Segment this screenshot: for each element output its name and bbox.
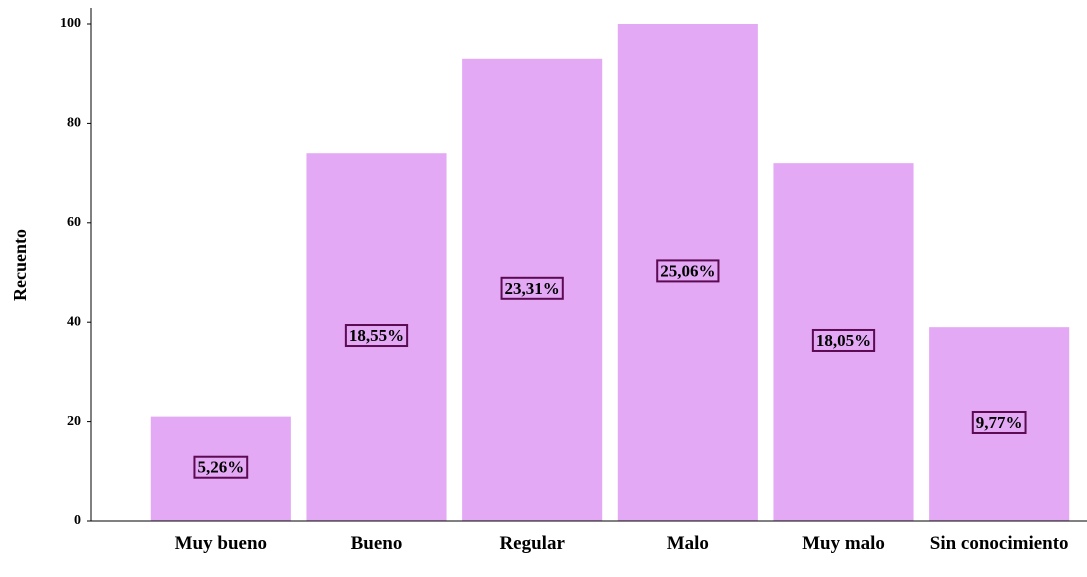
x-tick-label: Sin conocimiento — [929, 533, 1069, 554]
y-tick-label: 100 — [60, 16, 81, 31]
x-tick-label: Muy bueno — [174, 533, 268, 554]
x-tick-label: Bueno — [350, 533, 403, 554]
bar — [617, 24, 758, 521]
bar — [773, 163, 914, 521]
bar — [306, 153, 447, 521]
y-tick-label: 60 — [67, 215, 81, 230]
x-tick-label: Malo — [666, 533, 709, 554]
x-tick-label: Regular — [499, 533, 565, 554]
bar-label: 18,55% — [349, 326, 404, 345]
bar-label-box — [193, 455, 249, 479]
bar — [150, 416, 291, 521]
y-tick-label: 80 — [67, 116, 81, 131]
bar-label-box — [656, 259, 720, 283]
bar-label: 5,26% — [197, 458, 244, 477]
bar-label: 18,05% — [816, 331, 871, 350]
bar — [462, 58, 603, 521]
x-tick-label: Muy malo — [802, 533, 885, 554]
bar-label-box — [344, 324, 409, 348]
bar-label-box — [500, 276, 564, 300]
bar-label: 9,77% — [976, 413, 1023, 432]
y-tick-label: 40 — [67, 314, 81, 329]
y-axis-title: Recuento — [10, 229, 30, 301]
bar-label: 23,31% — [505, 279, 560, 298]
bar-label-box — [971, 410, 1027, 434]
bar-label-box — [811, 328, 876, 352]
y-tick-label: 0 — [74, 513, 81, 528]
y-tick-label: 20 — [67, 414, 81, 429]
bar — [929, 327, 1070, 521]
bar-label: 25,06% — [660, 261, 715, 280]
